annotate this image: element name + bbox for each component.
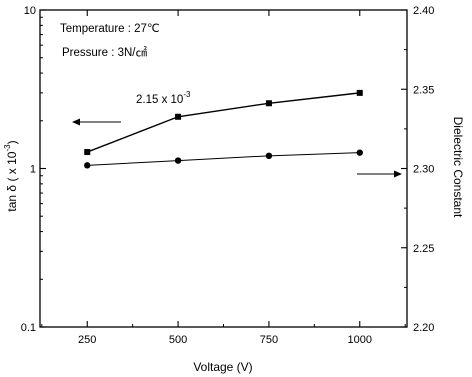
value-annotation-main: 2.15 x 10 xyxy=(136,94,183,106)
left-tick-label: 0.1 xyxy=(21,322,36,334)
right-axis-arrow xyxy=(357,170,402,178)
x-axis: 250 500 750 1000 xyxy=(41,10,406,346)
x-tick-label: 250 xyxy=(78,334,96,346)
left-tick-label: 10 xyxy=(24,5,36,17)
value-annotation: 2.15 x 10-3 xyxy=(136,90,191,106)
right-tick-label: 2.30 xyxy=(413,164,434,176)
square-marker xyxy=(265,100,272,107)
left-axis-title-exponent: -3 xyxy=(3,144,12,152)
x-tick-label: 1000 xyxy=(348,334,372,346)
right-axis: 2.20 2.25 2.30 2.35 2.40 xyxy=(401,5,434,334)
left-axis-title: tan δ ( x 10-3) xyxy=(3,140,19,211)
left-axis-series-line xyxy=(86,92,360,153)
right-tick-label: 2.35 xyxy=(413,84,434,96)
value-annotation-exponent: -3 xyxy=(183,90,191,99)
left-axis-arrow xyxy=(72,118,121,126)
pressure-annotation: Pressure : 3N/㎠ xyxy=(62,46,147,59)
x-tick-label: 500 xyxy=(169,334,187,346)
right-axis-series-line xyxy=(87,152,360,166)
circle-marker xyxy=(174,157,182,164)
left-tick-label: 1 xyxy=(30,164,36,176)
x-tick-label: 750 xyxy=(260,334,278,346)
square-marker xyxy=(84,149,91,156)
x-axis-title: Voltage (V) xyxy=(193,360,252,374)
square-marker xyxy=(175,113,182,120)
left-axis-title-main: tan δ ( x 10 xyxy=(5,151,19,211)
left-axis-title-close: ) xyxy=(5,140,19,144)
right-tick-label: 2.20 xyxy=(413,322,434,334)
square-marker xyxy=(356,89,363,96)
circle-marker xyxy=(356,149,363,156)
right-tick-label: 2.40 xyxy=(413,5,434,17)
circle-marker xyxy=(84,162,91,169)
circle-marker xyxy=(265,152,273,160)
temperature-annotation: Temperature : 27℃ xyxy=(60,23,160,35)
series-layer xyxy=(84,89,363,169)
right-tick-label: 2.25 xyxy=(413,243,434,255)
left-axis: 0.1 1 10 xyxy=(21,5,46,334)
right-axis-title: Dielectric Constant xyxy=(451,117,465,218)
